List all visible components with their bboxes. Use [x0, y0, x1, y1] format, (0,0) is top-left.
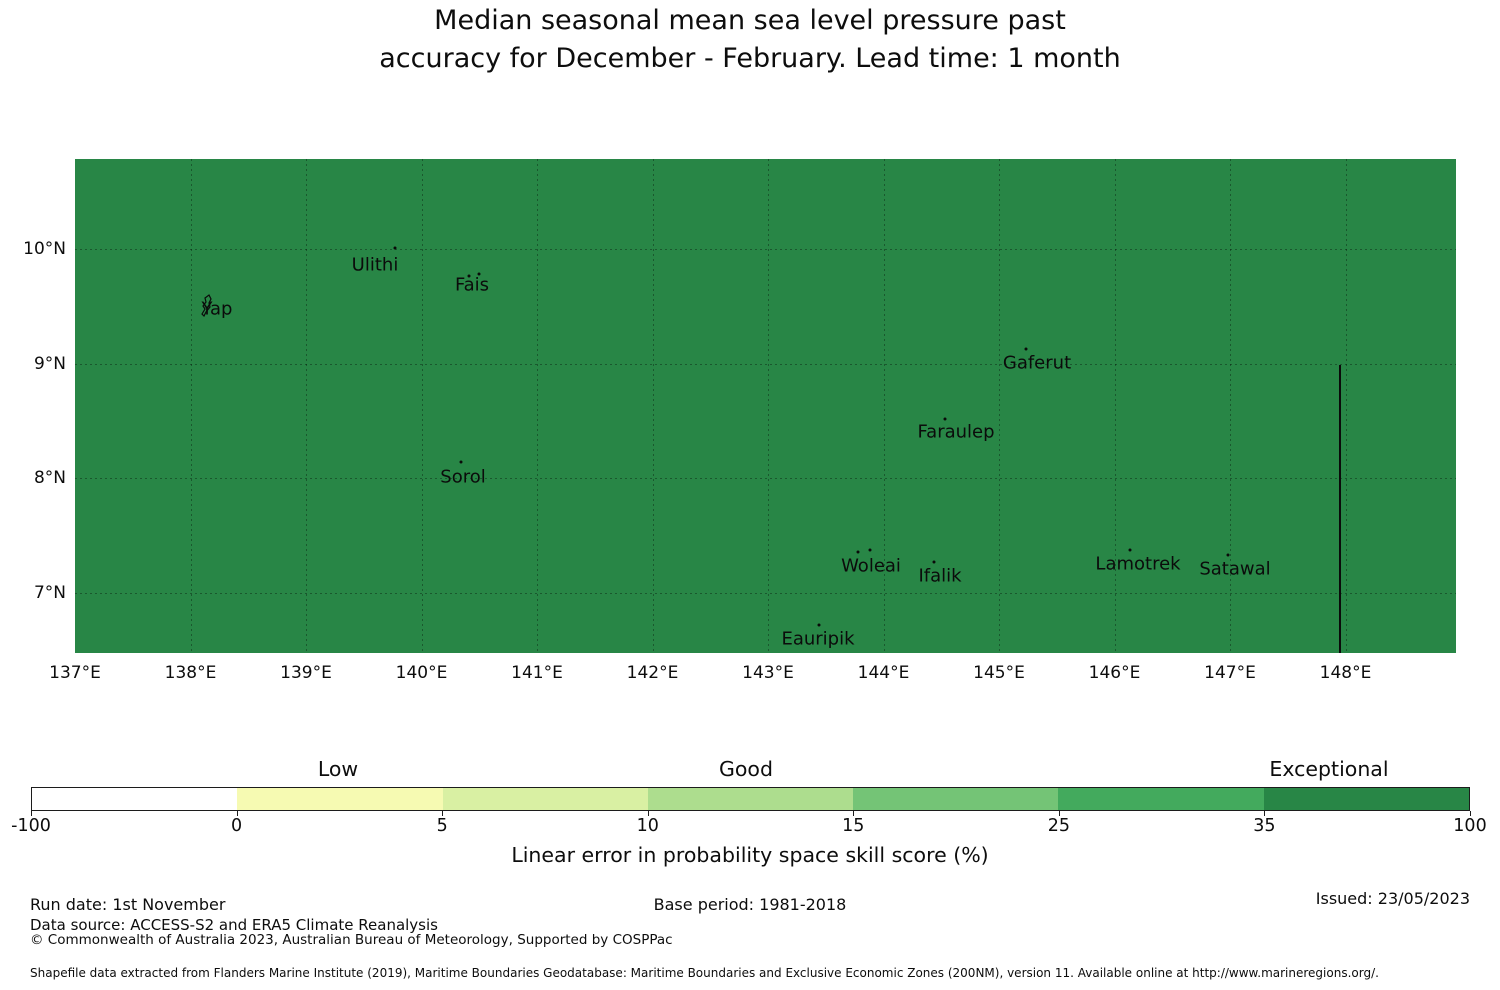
island-dot [477, 272, 481, 276]
colorbar-tick-label: -100 [11, 816, 51, 836]
x-tick-label: 143°E [742, 663, 794, 683]
x-tick-label: 141°E [511, 663, 563, 683]
colorbar-tick [1058, 811, 1060, 816]
shapefile-attribution-text: Shapefile data extracted from Flanders M… [30, 966, 1379, 980]
island-dot [943, 417, 947, 421]
colorbar-tick-label: 15 [842, 816, 865, 836]
colorbar-tick [31, 811, 32, 816]
island-label: Woleai [841, 555, 901, 577]
x-tick-label: 147°E [1204, 663, 1256, 683]
maritime-boundary-line [1339, 365, 1341, 653]
x-tick-label: 145°E [973, 663, 1025, 683]
colorbar-tick-label: 10 [636, 816, 659, 836]
colorbar-tick [1470, 811, 1471, 816]
x-tick-label: 139°E [280, 663, 332, 683]
island-dot [932, 560, 936, 564]
longitude-gridline [306, 159, 307, 653]
longitude-gridline [190, 159, 192, 653]
y-tick-label: 7°N [33, 583, 66, 604]
latitude-gridline [75, 478, 1456, 480]
island-dot [459, 460, 463, 464]
colorbar-category-good: Good [719, 757, 773, 781]
x-tick-label: 137°E [49, 663, 101, 683]
copyright-text: © Commonwealth of Australia 2023, Austra… [30, 932, 673, 948]
longitude-gridline [768, 159, 769, 653]
data-source-text: Data source: ACCESS-S2 and ERA5 Climate … [30, 916, 438, 934]
x-tick-label: 138°E [164, 663, 217, 683]
longitude-gridline [1345, 159, 1347, 653]
longitude-gridline [999, 159, 1000, 653]
y-tick-label: 10°N [23, 239, 66, 259]
colorbar-tick-label: 25 [1047, 816, 1070, 836]
longitude-gridline [421, 159, 423, 653]
colorbar-tick-label: 0 [230, 816, 243, 836]
colorbar-caption: Linear error in probability space skill … [511, 843, 989, 867]
island-label: Lamotrek [1095, 553, 1181, 575]
x-tick-label: 146°E [1088, 663, 1141, 683]
colorbar-segment [1058, 788, 1264, 810]
island-label: Eauripik [781, 628, 855, 650]
island-label: Yap [201, 298, 233, 320]
island-dot [467, 274, 471, 278]
longitude-gridline [1114, 159, 1116, 653]
island-label: Ifalik [918, 565, 962, 587]
x-tick-label: 148°E [1319, 663, 1372, 683]
colorbar-tick-label: 100 [1453, 816, 1487, 836]
longitude-gridline [652, 159, 654, 653]
island-label: Faraulep [917, 421, 995, 443]
colorbar-segment [442, 788, 648, 810]
longitude-gridline [883, 159, 885, 653]
colorbar [31, 787, 1470, 811]
latitude-gridline [75, 249, 1456, 250]
colorbar-tick [442, 811, 444, 816]
x-tick-label: 140°E [395, 663, 448, 683]
island-label: Sorol [440, 466, 486, 488]
island-dot [868, 548, 872, 552]
colorbar-segment [237, 788, 443, 810]
yap-island-shape [199, 293, 217, 321]
island-label: Fais [454, 274, 490, 296]
island-label: Satawal [1199, 558, 1271, 580]
colorbar-segment [853, 788, 1059, 810]
colorbar-tick-label: 35 [1253, 816, 1276, 836]
island-dot [1128, 548, 1132, 552]
y-tick-label: 8°N [33, 468, 66, 489]
colorbar-segment [1263, 788, 1469, 810]
colorbar-tick-label: 5 [436, 816, 448, 836]
colorbar-category-exceptional: Exceptional [1269, 757, 1389, 781]
island-dot [1024, 347, 1028, 351]
longitude-gridline [537, 159, 538, 653]
island-label: Gaferut [1002, 352, 1072, 374]
colorbar-tick [1264, 811, 1266, 816]
island-label: Ulithi [351, 254, 399, 276]
figure-title-line-2: accuracy for December - February. Lead t… [379, 43, 1121, 74]
figure-title-line-1: Median seasonal mean sea level pressure … [434, 5, 1066, 36]
x-tick-label: 142°E [626, 663, 679, 683]
map-plot: Yap Ulithi Fais Sorol Gaferut Faraulep Woleai I… [75, 159, 1456, 653]
latitude-gridline [75, 363, 1456, 365]
colorbar-tick [647, 811, 649, 816]
base-period-text: Base period: 1981-2018 [653, 895, 847, 914]
latitude-gridline [75, 593, 1456, 595]
x-tick-label: 144°E [857, 663, 910, 683]
island-dot [856, 550, 860, 554]
y-tick-label: 9°N [33, 353, 66, 374]
island-dot [393, 246, 397, 250]
colorbar-segment [647, 788, 854, 810]
colorbar-segment [32, 788, 238, 810]
island-dot [1226, 553, 1230, 557]
issued-date-text: Issued: 23/05/2023 [1315, 889, 1470, 908]
colorbar-tick [853, 811, 855, 816]
run-date-text: Run date: 1st November [30, 895, 226, 914]
colorbar-tick [236, 811, 238, 816]
longitude-gridline [1230, 159, 1231, 653]
colorbar-category-low: Low [317, 757, 359, 781]
island-dot [817, 623, 821, 627]
